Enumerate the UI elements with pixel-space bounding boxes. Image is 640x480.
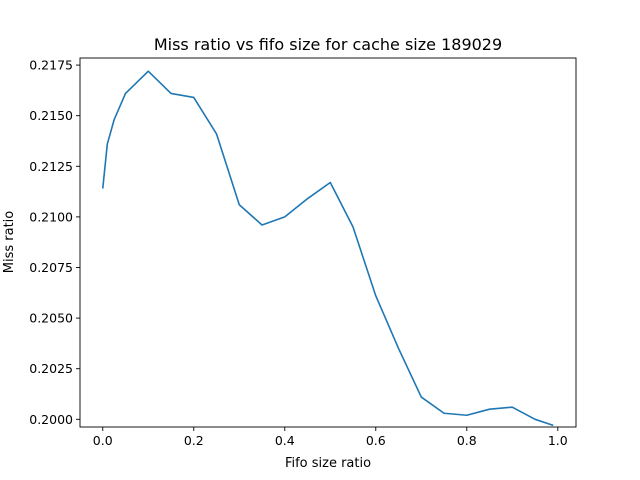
- plot-area: 0.0 0.2 0.4 0.6 0.8 1.0 0.2000 0.2025 0.2050 0.20…: [29, 57, 577, 448]
- chart-title: Miss ratio vs fifo size for cache size 1…: [154, 35, 502, 54]
- y-tick-label: 0.2000: [29, 412, 73, 427]
- y-tick-label: 0.2025: [29, 361, 73, 376]
- x-tick-label: 0.2: [184, 433, 204, 448]
- y-tick-label: 0.2050: [29, 311, 73, 326]
- y-axis-label: Miss ratio: [2, 211, 17, 274]
- series-line-0: [101, 70, 554, 427]
- x-tick-label: 0.6: [366, 433, 386, 448]
- plot-frame: [79, 57, 577, 428]
- y-tick-label: 0.2125: [29, 159, 73, 174]
- x-tick-label: 0.4: [275, 433, 295, 448]
- y-tick-label: 0.2100: [29, 209, 73, 224]
- x-axis-label: Fifo size ratio: [285, 456, 371, 471]
- x-tick-label: 0.0: [93, 433, 113, 448]
- x-tick-label: 1.0: [548, 433, 568, 448]
- x-tick-label: 0.8: [457, 433, 477, 448]
- y-tick-label: 0.2075: [29, 260, 73, 275]
- y-tick-label: 0.2175: [29, 58, 73, 73]
- y-tick-label: 0.2150: [29, 108, 73, 123]
